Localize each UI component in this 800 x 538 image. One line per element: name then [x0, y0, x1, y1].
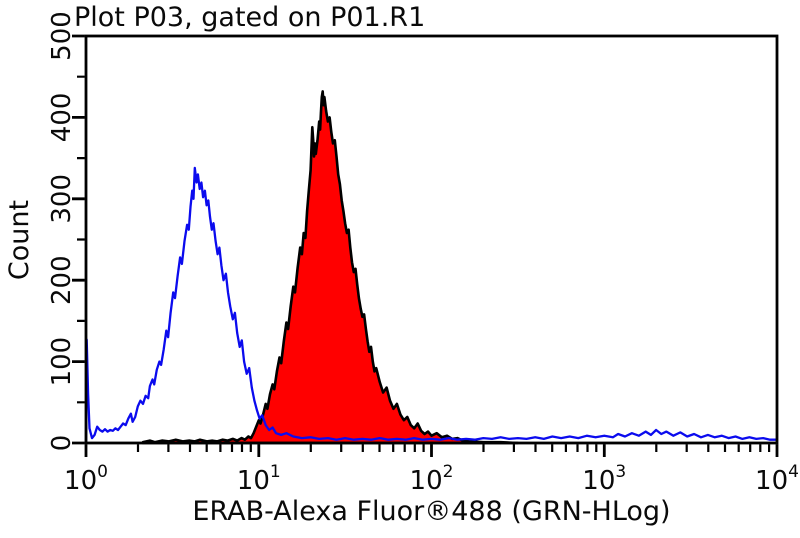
- x-minor-ticks: [136, 444, 771, 452]
- y-tick-label: 200: [47, 255, 77, 305]
- x-axis-title: ERAB-Alexa Fluor®488 (GRN-HLog): [192, 496, 671, 527]
- y-tick-label: 300: [47, 174, 77, 224]
- x-tick-label: 100: [64, 462, 108, 496]
- x-tick-label: 101: [237, 462, 281, 496]
- plot-title: Plot P03, gated on P01.R1: [74, 2, 426, 33]
- y-minor-ticks: [77, 75, 85, 404]
- x-tick-label: 104: [755, 462, 799, 496]
- control-histogram-curve: [84, 166, 777, 444]
- x-tick-label: 103: [582, 462, 626, 496]
- y-tick-label: 0: [47, 435, 77, 452]
- y-major-ticks: [72, 34, 85, 445]
- x-major-ticks: [84, 444, 779, 457]
- y-tick-label: 400: [47, 93, 77, 143]
- sample-histogram-curve: [141, 90, 520, 445]
- x-tick-label: 102: [410, 462, 454, 496]
- y-tick-label: 500: [47, 11, 77, 61]
- plot-border: [84, 34, 779, 445]
- y-tick-label: 100: [47, 337, 77, 387]
